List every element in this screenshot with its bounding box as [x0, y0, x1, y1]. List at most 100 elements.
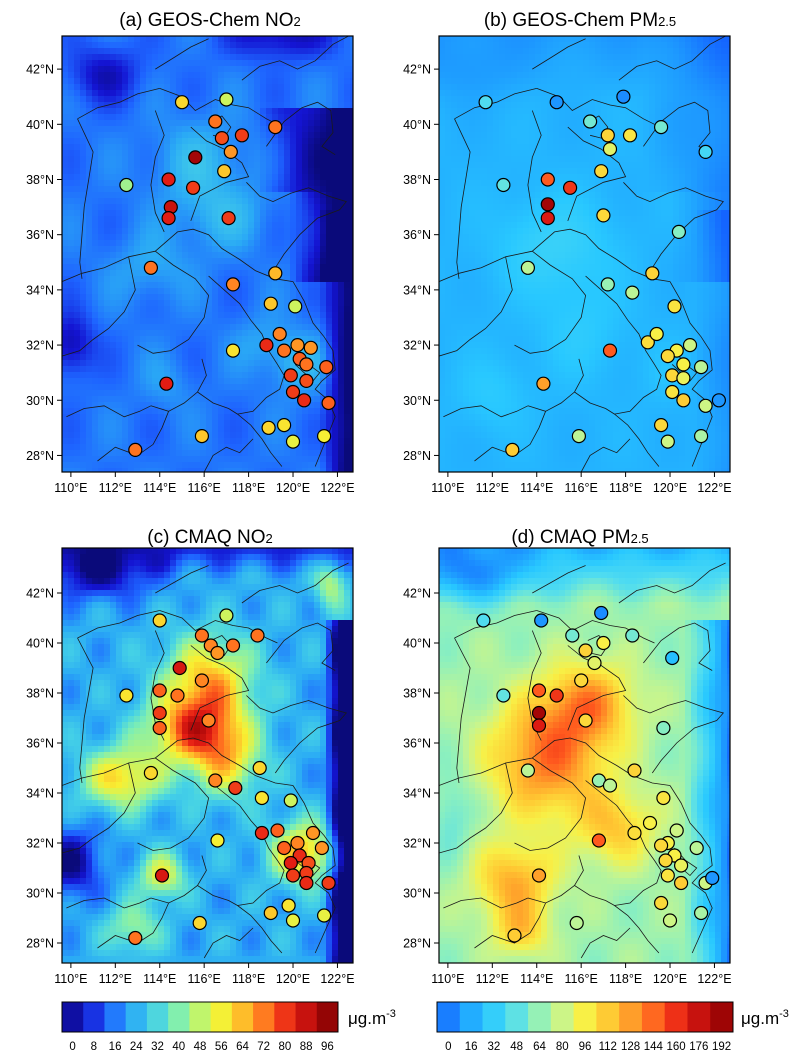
y-tick-label: 32°N [26, 837, 54, 851]
site-marker [671, 224, 687, 239]
province-border [77, 637, 94, 784]
site-marker [507, 928, 522, 943]
x-tick-label: 116°E [565, 481, 598, 495]
site-marker [217, 164, 232, 179]
x-tick-label: 114°E [520, 972, 553, 986]
x-tick-label: 122°E [697, 972, 731, 986]
province-border [150, 358, 207, 412]
province-border [97, 411, 169, 462]
province-border [580, 438, 631, 472]
province-border [532, 38, 586, 70]
site-marker [660, 434, 675, 449]
site-marker [201, 713, 216, 728]
site-marker [653, 895, 669, 911]
site-marker [219, 608, 234, 623]
site-marker [305, 825, 321, 841]
site-marker [673, 858, 689, 873]
site-marker [640, 335, 655, 350]
site-marker [476, 613, 491, 628]
colorbar-segment [550, 1002, 575, 1032]
site-marker [143, 765, 158, 781]
province-border [527, 110, 542, 233]
province-border [527, 855, 584, 904]
y-tick-label: 36°N [26, 737, 54, 751]
y-tick-label: 40°N [403, 118, 431, 132]
site-marker [283, 368, 298, 383]
concentration-field [62, 548, 353, 963]
site-marker [281, 898, 296, 913]
x-tick-label: 118°E [232, 481, 265, 495]
site-marker [194, 628, 209, 643]
site-marker [673, 875, 689, 891]
site-marker [174, 95, 190, 110]
site-marker [223, 144, 238, 159]
panel-b-title-sub: 2.5 [658, 14, 676, 29]
site-marker [594, 164, 609, 179]
y-tick-label: 38°N [403, 687, 431, 701]
x-tick-label: 118°E [232, 972, 265, 986]
y-tick-label: 38°N [26, 687, 54, 701]
province-border [62, 762, 136, 854]
site-marker [194, 429, 209, 444]
site-marker [693, 360, 709, 375]
site-marker [252, 760, 267, 776]
province-border [137, 757, 210, 851]
axis-ticks: 110°E 112°E 114°E 116°E 118°E 120°E 122°E 28°N 3… [26, 63, 354, 495]
site-marker [600, 277, 615, 292]
y-tick-label: 42°N [403, 63, 431, 77]
site-marker [676, 393, 691, 408]
y-tick-label: 40°N [403, 637, 431, 651]
panel-d-map: 110°E 112°E 114°E 116°E 118°E 120°E 122°E 28°N 3… [403, 547, 732, 986]
colorbar-segment [459, 1002, 483, 1032]
panel-d-title-sub: 2.5 [631, 531, 649, 546]
province-border [203, 438, 254, 472]
site-marker [531, 705, 547, 721]
map-frame [61, 35, 354, 473]
colorbar-tick-label: 112 [599, 1041, 617, 1053]
colorbar-tick-label: 96 [321, 1041, 334, 1053]
y-tick-label: 40°N [26, 118, 54, 132]
site-marker [290, 835, 305, 851]
colorbar-segment [596, 1002, 620, 1032]
panel-d-title-main: (d) CMAQ PM [511, 527, 630, 548]
site-marker [665, 650, 680, 666]
map-frame [438, 547, 731, 964]
x-tick-label: 116°E [188, 481, 221, 495]
site-marker [582, 114, 598, 129]
site-marker [297, 393, 312, 408]
site-marker [270, 823, 285, 838]
site-marker [228, 780, 243, 796]
site-marker [616, 89, 631, 104]
site-marker [625, 285, 640, 300]
site-marker [283, 855, 298, 871]
colorbar-frame [61, 1001, 339, 1033]
panel-b-title-main: (b) GEOS-Chem PM [484, 10, 658, 31]
panel-a: (a) GEOS-Chem NO2 110°E 112°E 114°E 116°E 11… [26, 10, 354, 495]
site-marker [658, 853, 673, 868]
site-marker [665, 384, 680, 400]
panel-c-title-main: (c) CMAQ NO [147, 527, 265, 548]
province-border [643, 622, 713, 671]
province-border [266, 622, 336, 671]
site-marker [152, 683, 167, 698]
province-border [190, 645, 250, 731]
site-marker [250, 628, 265, 643]
site-marker [285, 868, 301, 883]
province-border [246, 695, 348, 774]
site-marker [578, 643, 593, 658]
site-marker [569, 915, 584, 931]
province-border [454, 88, 537, 120]
site-marker [285, 384, 301, 400]
site-marker [317, 908, 332, 923]
x-tick-label: 116°E [565, 972, 598, 986]
province-border [514, 757, 587, 851]
site-marker [667, 299, 682, 314]
site-marker [299, 357, 314, 372]
site-marker [627, 763, 642, 778]
colorbar-segment [274, 1002, 296, 1032]
province-border [77, 88, 160, 120]
site-marker [259, 338, 274, 353]
colorbar-tick-label: 80 [556, 1041, 569, 1053]
x-tick-label: 112°E [99, 481, 132, 495]
colorbar-tick-label: 64 [533, 1041, 546, 1053]
